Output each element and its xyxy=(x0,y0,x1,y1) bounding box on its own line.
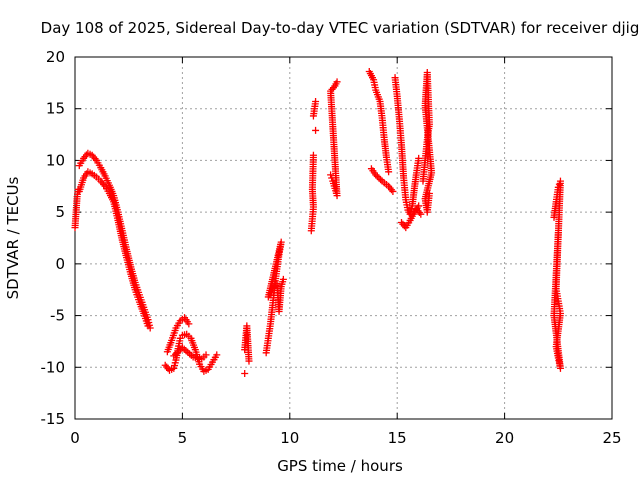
data-point xyxy=(333,78,341,86)
data-point xyxy=(417,210,425,218)
data-point xyxy=(372,171,380,179)
x-tick-label: 25 xyxy=(602,429,621,447)
series-arc-6 xyxy=(327,78,341,200)
y-tick-labels: -15 -10 -5 0 5 10 15 20 xyxy=(41,48,66,428)
data-point xyxy=(202,351,210,359)
x-tick-label: 5 xyxy=(178,429,188,447)
data-point xyxy=(241,369,249,377)
data-point xyxy=(415,154,423,162)
data-point xyxy=(279,275,287,283)
data-point xyxy=(373,172,381,180)
data-point xyxy=(555,180,563,188)
data-point xyxy=(377,176,385,184)
data-points xyxy=(71,67,564,377)
data-point xyxy=(185,320,193,328)
series-arc-5 xyxy=(307,97,320,235)
data-point xyxy=(182,347,190,355)
data-point xyxy=(309,151,317,159)
data-point xyxy=(312,97,320,105)
data-point xyxy=(245,357,253,365)
data-point xyxy=(425,190,433,198)
x-tick-label: 15 xyxy=(388,429,407,447)
series-arc-9 xyxy=(419,69,436,216)
x-axis-label: GPS time / hours xyxy=(277,457,403,475)
y-tick-label: 20 xyxy=(46,48,65,66)
series-arc-10 xyxy=(550,177,564,372)
data-point xyxy=(385,168,393,176)
data-point xyxy=(180,345,188,353)
series-arc-1-lower xyxy=(75,168,152,330)
series-arc-2 xyxy=(161,314,221,375)
y-tick-label: -15 xyxy=(41,410,66,428)
series-arc-7 xyxy=(365,67,397,195)
chart-grid xyxy=(75,57,612,419)
data-point xyxy=(375,174,383,182)
y-tick-label: 10 xyxy=(46,151,65,169)
y-tick-label: 5 xyxy=(55,203,65,221)
data-point xyxy=(144,322,152,330)
series-arc-0 xyxy=(71,185,82,232)
series-arc-8 xyxy=(391,74,425,232)
y-axis-label: SDTVAR / TECUs xyxy=(4,176,22,299)
series-arc-3 xyxy=(241,322,253,377)
data-point xyxy=(554,229,562,237)
x-tick-label: 20 xyxy=(495,429,514,447)
x-tick-labels: 0 5 10 15 20 25 xyxy=(70,429,621,447)
data-point xyxy=(213,351,221,359)
y-tick-label: -10 xyxy=(41,358,66,376)
chart-title: Day 108 of 2025, Sidereal Day-to-day VTE… xyxy=(41,19,640,37)
plot-frame xyxy=(74,56,613,420)
data-point xyxy=(327,171,335,179)
x-tick-label: 10 xyxy=(280,429,299,447)
series-arc-4 xyxy=(262,238,287,357)
data-point xyxy=(178,344,186,352)
data-point xyxy=(389,187,397,195)
data-point xyxy=(186,350,194,358)
data-point xyxy=(312,126,320,134)
data-point xyxy=(184,348,192,356)
y-tick-label: 15 xyxy=(46,100,65,118)
y-tick-label: -5 xyxy=(50,307,65,325)
y-tick-label: 0 xyxy=(55,255,65,273)
chart-axis-ticks xyxy=(74,56,613,420)
x-tick-label: 0 xyxy=(70,429,80,447)
